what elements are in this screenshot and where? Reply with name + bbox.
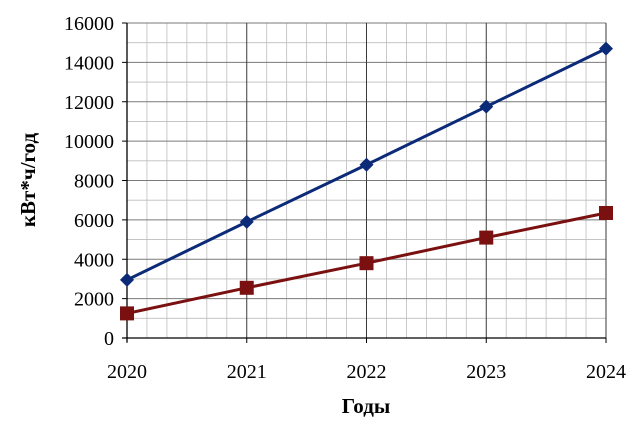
series-2-point <box>599 205 613 220</box>
y-tick-label: 16000 <box>64 13 114 35</box>
x-tick-label: 2022 <box>347 361 387 383</box>
y-tick-labels: 0 2000 4000 6000 8000 10000 12000 14000 16000 <box>64 13 114 350</box>
y-axis-title: кВт*ч/год <box>16 133 40 228</box>
series-2-point <box>120 306 134 321</box>
series-1-point <box>239 214 254 229</box>
y-tick-label: 12000 <box>64 92 114 114</box>
x-tick-label: 2021 <box>227 361 267 383</box>
series-1-point <box>120 272 134 287</box>
axes <box>122 22 607 343</box>
grid <box>126 22 607 339</box>
series-1-point <box>479 99 494 114</box>
series-2-point <box>479 230 494 245</box>
y-tick-label: 4000 <box>74 249 114 271</box>
y-tick-label: 8000 <box>74 171 114 193</box>
x-tick-label: 2020 <box>107 361 147 383</box>
x-tick-label: 2024 <box>586 361 626 383</box>
series-1-point <box>359 157 374 172</box>
y-tick-label: 14000 <box>64 52 114 74</box>
series-group <box>120 41 613 321</box>
series-1-point <box>599 41 613 56</box>
y-tick-label: 10000 <box>64 131 114 153</box>
x-tick-label: 2023 <box>466 361 506 383</box>
series-2-point <box>239 280 254 295</box>
x-tick-labels: 2020 2021 2022 2023 2024 <box>107 361 626 383</box>
x-axis-title: Годы <box>342 394 390 418</box>
series-2-point <box>359 256 374 271</box>
y-tick-label: 0 <box>104 328 114 350</box>
y-tick-label: 2000 <box>74 289 114 311</box>
y-tick-label: 6000 <box>74 210 114 232</box>
